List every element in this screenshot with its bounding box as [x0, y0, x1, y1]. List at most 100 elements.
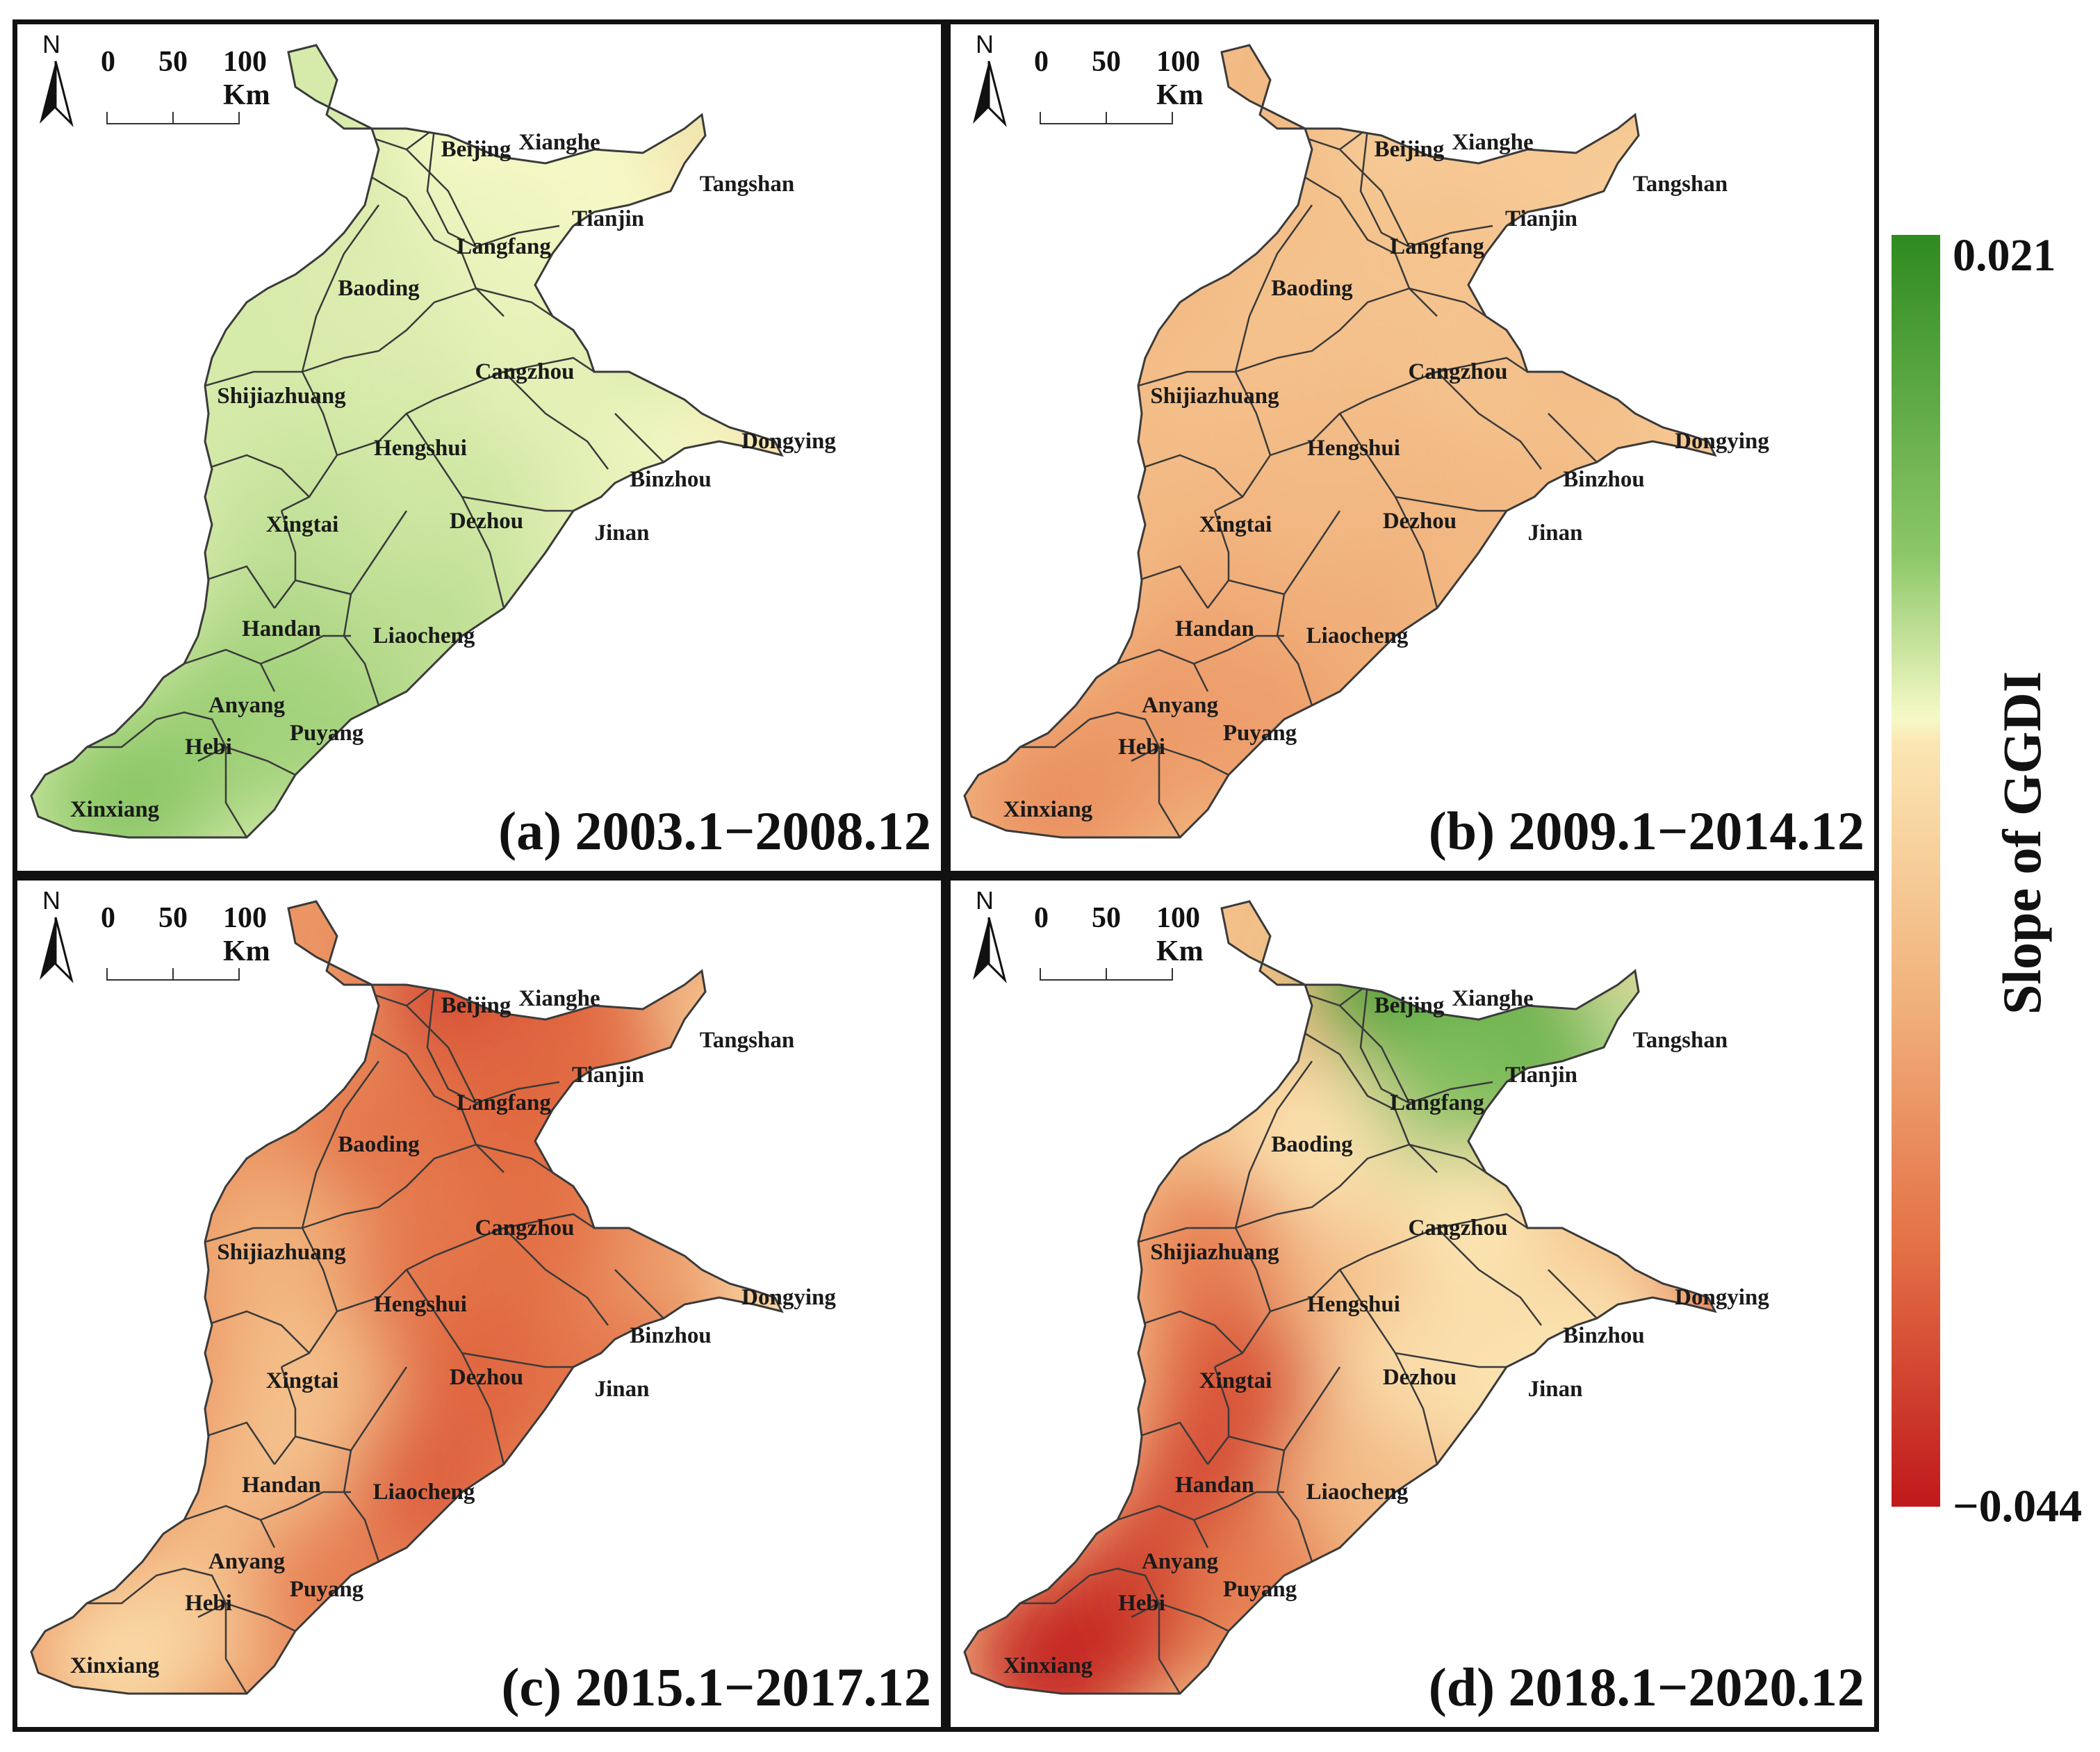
- scale-label-50: 50: [1092, 46, 1121, 78]
- admin-border: [87, 1575, 157, 1605]
- admin-border: [343, 1366, 408, 1562]
- admin-border: [295, 1435, 352, 1452]
- place-label-xingtai: Xingtai: [266, 512, 339, 537]
- scale-label-0: 0: [101, 46, 115, 78]
- admin-border: [475, 1081, 560, 1104]
- admin-border: [156, 1567, 227, 1619]
- admin-border: [1409, 224, 1493, 248]
- place-label-baoding: Baoding: [1271, 1132, 1353, 1157]
- admin-border: [1339, 149, 1411, 247]
- place-label-xianghe: Xianghe: [518, 986, 600, 1011]
- admin-border: [1228, 579, 1285, 596]
- admin-border: [461, 1352, 505, 1465]
- admin-border: [1138, 454, 1243, 498]
- region-fill-baoding: [1229, 1061, 1395, 1228]
- admin-border: [1234, 1061, 1313, 1229]
- scale-label-50: 50: [1092, 902, 1121, 934]
- admin-border: [1276, 1366, 1341, 1562]
- place-label-cangzhou: Cangzhou: [475, 1215, 574, 1241]
- color-legend: 0.021 −0.044 Slope of GGDI: [1883, 229, 2099, 1536]
- region-fill-xinxiang: [971, 1575, 1138, 1694]
- admin-border: [204, 565, 276, 609]
- place-label-dezhou: Dezhou: [1383, 509, 1457, 534]
- place-label-liaocheng: Liaocheng: [373, 623, 475, 648]
- admin-border: [426, 128, 477, 248]
- map-svg: Beijing Xianghe Tangshan Tianjin Langfang Bao…: [30, 900, 836, 1695]
- region-fill-xinxiang: [38, 719, 205, 837]
- study-area-outline: [30, 44, 784, 839]
- north-arrow-icon: N: [31, 886, 80, 990]
- map-svg: Beijing Xianghe Tangshan Tianjin Langfang Bao…: [30, 44, 836, 839]
- admin-border: [1117, 1505, 1209, 1548]
- place-label-binzhou: Binzhou: [630, 467, 711, 492]
- admin-border: [1359, 128, 1410, 248]
- admin-border: [1020, 1575, 1090, 1605]
- place-label-puyang: Puyang: [290, 1577, 364, 1602]
- scale-label-50: 50: [158, 46, 188, 78]
- admin-border: [1276, 510, 1341, 706]
- admin-border: [225, 1602, 296, 1632]
- scale-label-0: 0: [1034, 46, 1049, 78]
- legend-color-bar: [1892, 235, 1940, 1507]
- scale-label-50: 50: [158, 902, 188, 934]
- place-label-dongying: Dongying: [741, 1285, 836, 1310]
- admin-border: [1158, 1603, 1181, 1694]
- admin-border: [1158, 747, 1181, 837]
- scale-label-0: 0: [1034, 902, 1049, 934]
- admin-border: [1338, 1269, 1507, 1368]
- place-label-tianjin: Tianjin: [1505, 206, 1577, 231]
- admin-border: [1436, 1227, 1542, 1326]
- place-label-hebi: Hebi: [185, 735, 232, 760]
- north-arrow-icon: N: [965, 30, 1013, 134]
- place-label-cangzhou: Cangzhou: [1408, 359, 1507, 384]
- place-label-handan: Handan: [1175, 616, 1254, 641]
- panel-title: (a) 2003.1−2008.12: [498, 801, 931, 861]
- map-panel-a: Beijing Xianghe Tangshan Tianjin Langfang Bao…: [13, 19, 946, 876]
- scale-label-100: 100 Km: [1156, 46, 1204, 111]
- admin-border: [274, 1366, 297, 1465]
- place-label-hengshui: Hengshui: [374, 436, 467, 461]
- place-label-tianjin: Tianjin: [572, 1063, 644, 1088]
- admin-border: [1193, 1491, 1284, 1521]
- legend-title: Slope of GGDI: [1992, 671, 2052, 1015]
- admin-border: [1235, 1143, 1410, 1229]
- place-label-dezhou: Dezhou: [1383, 1365, 1457, 1390]
- place-label-xinxiang: Xinxiang: [70, 1653, 160, 1678]
- region-fill-baoding: [1229, 205, 1395, 372]
- admin-border: [461, 496, 505, 609]
- place-label-binzhou: Binzhou: [630, 1323, 711, 1348]
- admin-border: [1089, 711, 1160, 762]
- panel-title: (b) 2009.1−2014.12: [1428, 801, 1864, 861]
- place-label-anyang: Anyang: [208, 1549, 286, 1574]
- admin-border: [204, 1310, 310, 1354]
- study-area-outline: [963, 900, 1717, 1695]
- admin-border: [1359, 984, 1410, 1104]
- place-label-anyang: Anyang: [1142, 1549, 1219, 1574]
- place-label-jinan: Jinan: [1528, 521, 1583, 546]
- admin-border: [1138, 1421, 1209, 1465]
- place-label-langfang: Langfang: [457, 234, 551, 259]
- admin-border: [260, 635, 351, 665]
- north-label: N: [976, 886, 994, 915]
- admin-border: [336, 357, 595, 457]
- admin-border: [183, 1505, 276, 1548]
- admin-border: [1138, 370, 1236, 387]
- place-label-binzhou: Binzhou: [1563, 467, 1644, 492]
- map-panel-d: Beijing Xianghe Tangshan Tianjin Langfang Bao…: [946, 876, 1879, 1732]
- place-label-tangshan: Tangshan: [700, 1028, 794, 1053]
- admin-border: [406, 1005, 477, 1104]
- admin-border: [1548, 413, 1598, 463]
- scale-bar: 0 50 100 Km: [1026, 901, 1204, 981]
- place-label-tangshan: Tangshan: [1633, 1028, 1728, 1053]
- legend-min-value: −0.044: [1953, 1481, 2083, 1532]
- place-label-jinan: Jinan: [1528, 1377, 1583, 1402]
- place-label-beijing: Beijing: [1375, 137, 1445, 162]
- place-label-xingtai: Xingtai: [266, 1368, 339, 1393]
- place-label-xianghe: Xianghe: [1452, 986, 1533, 1011]
- place-label-anyang: Anyang: [1142, 693, 1219, 718]
- north-arrow-icon: N: [965, 886, 1013, 990]
- admin-border: [225, 746, 296, 776]
- scale-label-100: 100 Km: [1156, 902, 1204, 967]
- admin-border: [1338, 413, 1507, 512]
- place-label-xinxiang: Xinxiang: [1003, 797, 1093, 822]
